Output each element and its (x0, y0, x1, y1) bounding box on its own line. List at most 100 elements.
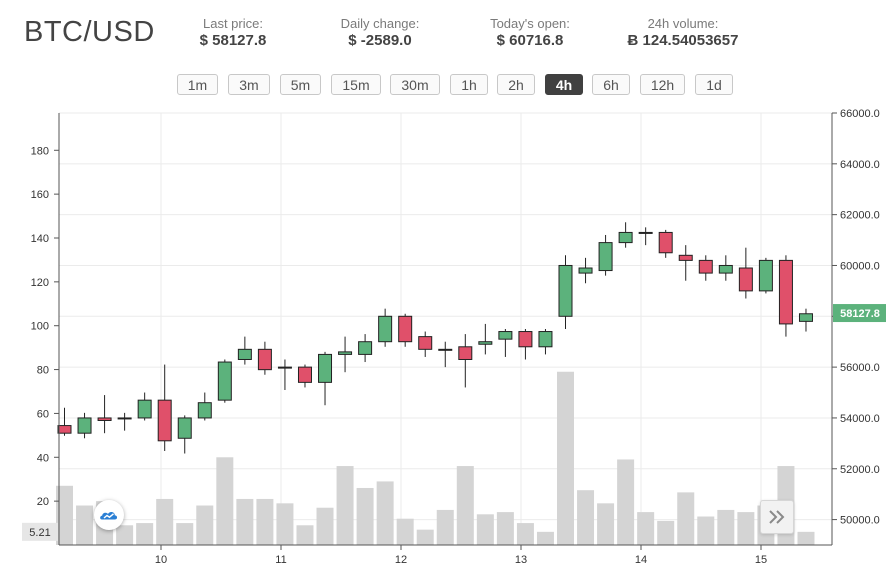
volume-bar (76, 505, 94, 545)
candle-body (598, 242, 613, 272)
candle-body (678, 254, 693, 261)
stat-value: $ 58127.8 (199, 32, 267, 49)
volume-axis-tick-label: 140 (31, 233, 49, 245)
candle-body (498, 331, 513, 340)
volume-bar (256, 498, 274, 545)
last-price-tag (833, 304, 886, 323)
interval-button-6h[interactable]: 6h (592, 74, 630, 95)
interval-button-5m[interactable]: 5m (280, 74, 321, 95)
candle-body (378, 315, 393, 343)
volume-bar (677, 492, 695, 545)
candle-body (157, 399, 172, 442)
interval-button-30m[interactable]: 30m (390, 74, 440, 95)
candle-body (758, 259, 773, 292)
last-price-label: 58127.8 (840, 308, 880, 320)
candle-body (418, 336, 433, 350)
interval-button-4h[interactable]: 4h (545, 74, 583, 95)
volume-axis-tick-label: 80 (37, 365, 49, 377)
tradingview-cloud-icon[interactable] (94, 500, 124, 530)
stat-label: 24h volume: (647, 16, 719, 31)
volume-bar (116, 525, 134, 545)
candle-body (618, 231, 633, 244)
candle-body (438, 348, 453, 351)
candles (57, 222, 813, 454)
volume-bars (56, 371, 815, 545)
volume-bar (356, 487, 374, 545)
volume-bar (136, 523, 154, 545)
volume-bar (697, 516, 715, 545)
candle-body (518, 331, 533, 348)
volume-bar (637, 512, 655, 545)
current-volume-label: 5.21 (29, 527, 50, 539)
stat-value: $ 60716.8 (496, 32, 564, 49)
volume-axis-tick-label: 20 (37, 496, 49, 508)
candle-body (297, 366, 312, 383)
volume-axis-tick-label: 180 (31, 145, 49, 157)
interval-selector: 1m 3m 5m 15m 30m 1h 2h 4h 6h 12h 1d (0, 74, 886, 96)
candle-body (177, 417, 192, 439)
chart-labels: 58127.8 5.21 (22, 304, 886, 541)
interval-button-15m[interactable]: 15m (331, 74, 381, 95)
volume-bar (456, 466, 474, 545)
volume-bar (617, 459, 635, 545)
price-axis-tick-label: 54000.0 (840, 413, 880, 425)
double-chevron-right-icon[interactable] (760, 500, 794, 534)
candle-body (738, 267, 753, 292)
volume-bar (316, 507, 334, 545)
price-axis-tick-label: 60000.0 (840, 260, 880, 272)
volume-bar (496, 512, 514, 545)
candle-body (558, 264, 573, 317)
candle-body (698, 259, 713, 274)
volume-bar (577, 490, 595, 545)
price-axis-tick-label: 56000.0 (840, 362, 880, 374)
candle-body (97, 417, 112, 421)
volume-bar (516, 523, 534, 545)
candle-body (658, 231, 673, 254)
interval-button-1h[interactable]: 1h (450, 74, 488, 95)
volume-bar (717, 509, 735, 545)
candle-body (778, 259, 793, 325)
price-axis-tick-label: 64000.0 (840, 159, 880, 171)
interval-button-12h[interactable]: 12h (640, 74, 685, 95)
candle-body (538, 331, 553, 348)
interval-button-1m[interactable]: 1m (177, 74, 218, 95)
stat-todays-open: Today's open: $ 60716.8 (465, 16, 595, 50)
price-axis-tick-label: 62000.0 (840, 210, 880, 222)
candle-body (358, 341, 373, 355)
stat-value: Ƀ 124.54053657 (627, 32, 739, 49)
volume-axis-tick-label: 60 (37, 408, 49, 420)
candle-body (117, 417, 132, 420)
x-axis-tick-label: 15 (755, 554, 767, 566)
volume-bar (216, 457, 234, 545)
volume-bar (597, 503, 615, 545)
volume-axis-tick-label: 100 (31, 321, 49, 333)
interval-button-2h[interactable]: 2h (497, 74, 535, 95)
volume-bar (176, 523, 194, 545)
stat-label: Last price: (203, 16, 263, 31)
volume-bar (657, 520, 675, 545)
candle-body (217, 361, 232, 401)
volume-bar (436, 509, 454, 545)
candle-body (277, 366, 292, 369)
volume-bar (276, 503, 294, 545)
interval-button-1d[interactable]: 1d (695, 74, 733, 95)
x-axis-tick-label: 10 (155, 554, 167, 566)
candle-body (718, 264, 733, 274)
volume-bar (797, 531, 815, 545)
stat-daily-change: Daily change: $ -2589.0 (315, 16, 445, 50)
volume-bar (376, 481, 394, 545)
price-axis-tick-label: 66000.0 (840, 108, 880, 120)
candle-body (257, 348, 272, 371)
interval-button-3m[interactable]: 3m (228, 74, 270, 95)
stat-24h-volume: 24h volume: Ƀ 124.54053657 (613, 16, 753, 50)
volume-bar (296, 525, 314, 545)
candle-body (77, 417, 92, 434)
current-volume-tag (22, 522, 58, 541)
volume-bar (737, 512, 755, 545)
volume-axis-tick-label: 120 (31, 277, 49, 289)
stat-label: Today's open: (490, 16, 570, 31)
price-axis-tick-label: 50000.0 (840, 515, 880, 527)
chart-axes: 50000.052000.054000.056000.058000.060000… (31, 108, 880, 566)
candle-body (197, 402, 212, 419)
